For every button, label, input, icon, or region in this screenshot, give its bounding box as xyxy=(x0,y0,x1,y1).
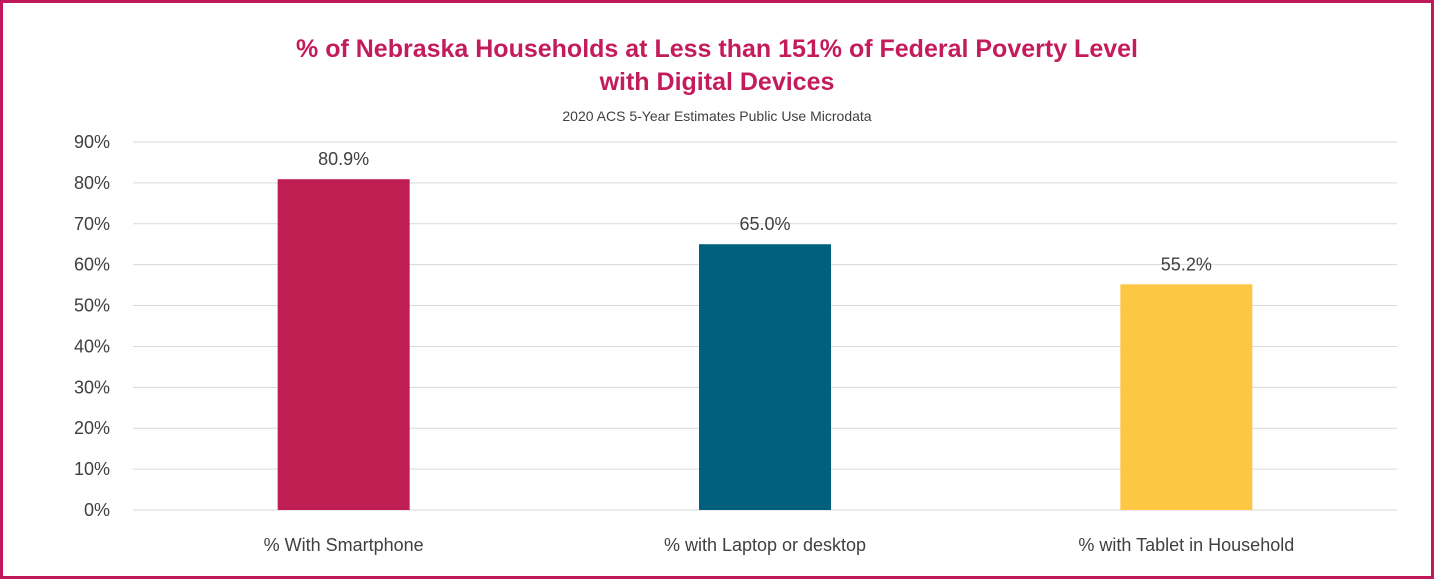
y-tick-label: 30% xyxy=(74,377,110,397)
bar-0 xyxy=(277,179,410,510)
x-category-label: % with Laptop or desktop xyxy=(664,535,866,555)
chart-title-line1: % of Nebraska Households at Less than 15… xyxy=(296,35,1138,63)
y-tick-label: 0% xyxy=(84,500,110,520)
bar-2 xyxy=(1120,284,1253,510)
bars: 80.9% 65.0% 55.2% xyxy=(277,149,1253,510)
x-axis: % With Smartphone % with Laptop or deskto… xyxy=(264,535,1295,555)
chart-title-line2: with Digital Devices xyxy=(599,68,835,96)
data-label: 55.2% xyxy=(1161,254,1212,274)
y-tick-label: 70% xyxy=(74,214,110,234)
y-axis: 0% 10% 20% 30% 40% 50% 60% 70% 80% 90% xyxy=(74,132,110,520)
y-tick-label: 90% xyxy=(74,132,110,152)
x-category-label: % with Tablet in Household xyxy=(1078,535,1294,555)
bar-1 xyxy=(699,244,831,510)
y-tick-label: 10% xyxy=(74,459,110,479)
y-tick-label: 60% xyxy=(74,255,110,275)
data-label: 65.0% xyxy=(739,214,790,234)
y-tick-label: 50% xyxy=(74,296,110,316)
x-category-label: % With Smartphone xyxy=(264,535,424,555)
y-tick-label: 20% xyxy=(74,418,110,438)
y-tick-label: 40% xyxy=(74,336,110,356)
y-tick-label: 80% xyxy=(74,173,110,193)
chart-subtitle: 2020 ACS 5-Year Estimates Public Use Mic… xyxy=(562,108,872,124)
data-label: 80.9% xyxy=(318,149,369,169)
